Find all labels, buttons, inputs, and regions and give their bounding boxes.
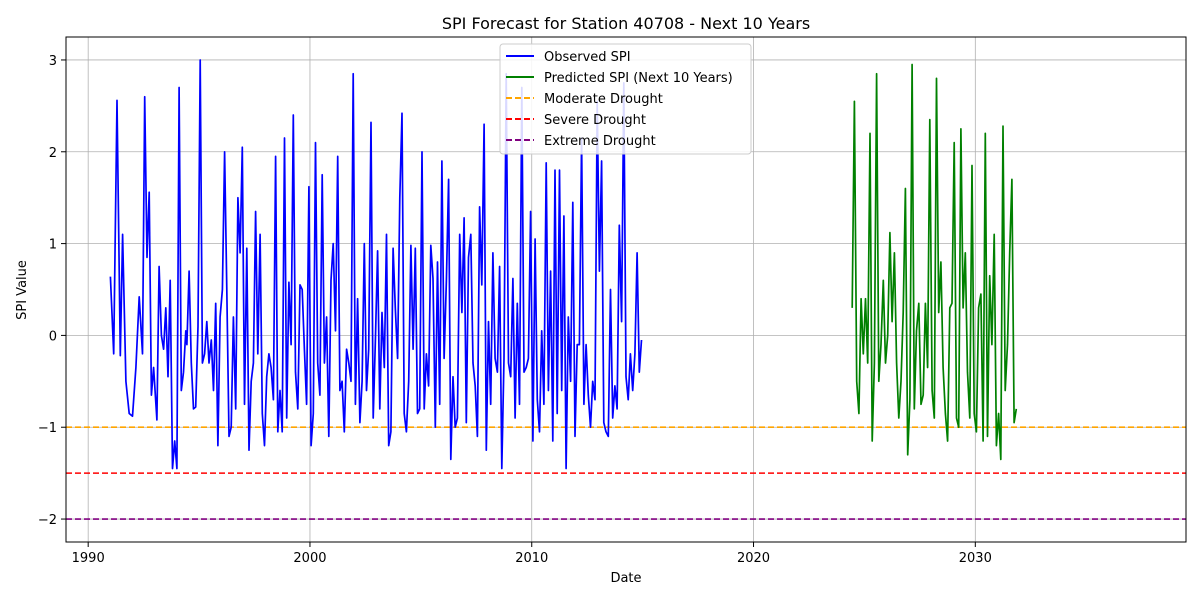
x-tick-label: 2020 [737,551,770,566]
x-tick-label: 2010 [515,551,548,566]
x-tick-label: 2000 [293,551,326,566]
observed-spi-line [109,59,643,470]
legend-label-extreme: Extreme Drought [544,134,656,149]
legend-label-moderate: Moderate Drought [544,92,663,107]
x-tick-label: 2030 [959,551,992,566]
legend-box [499,43,752,155]
legend: Observed SPI Predicted SPI (Next 10 Year… [499,43,752,155]
chart-title: SPI Forecast for Station 40708 - Next 10… [442,14,810,33]
legend-label-observed: Observed SPI [544,50,631,65]
y-tick-label: −2 [38,513,57,528]
legend-label-severe: Severe Drought [544,113,646,128]
x-tick-label: 1990 [72,551,105,566]
reference-lines [66,426,1186,520]
y-tick-label: 3 [49,54,57,69]
axis-ticks: 1990 2000 2010 2020 2030 −2 −1 0 1 2 3 [38,54,992,566]
y-tick-label: 2 [49,146,57,161]
predicted-spi-line [851,63,1018,461]
y-axis-label: SPI Value [15,260,30,320]
y-tick-label: −1 [38,421,57,436]
y-tick-label: 0 [49,329,57,344]
plot-area-frame [65,36,1187,543]
x-axis-label: Date [610,571,641,586]
y-tick-label: 1 [49,238,57,253]
series-lines [109,59,1018,470]
legend-label-predicted: Predicted SPI (Next 10 Years) [544,71,733,86]
